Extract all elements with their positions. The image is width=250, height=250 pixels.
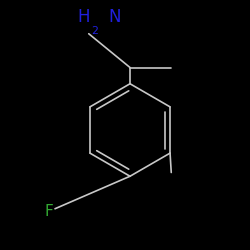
Text: H: H: [78, 8, 90, 26]
Text: 2: 2: [91, 26, 98, 36]
Text: F: F: [44, 204, 53, 219]
Text: N: N: [109, 8, 121, 26]
